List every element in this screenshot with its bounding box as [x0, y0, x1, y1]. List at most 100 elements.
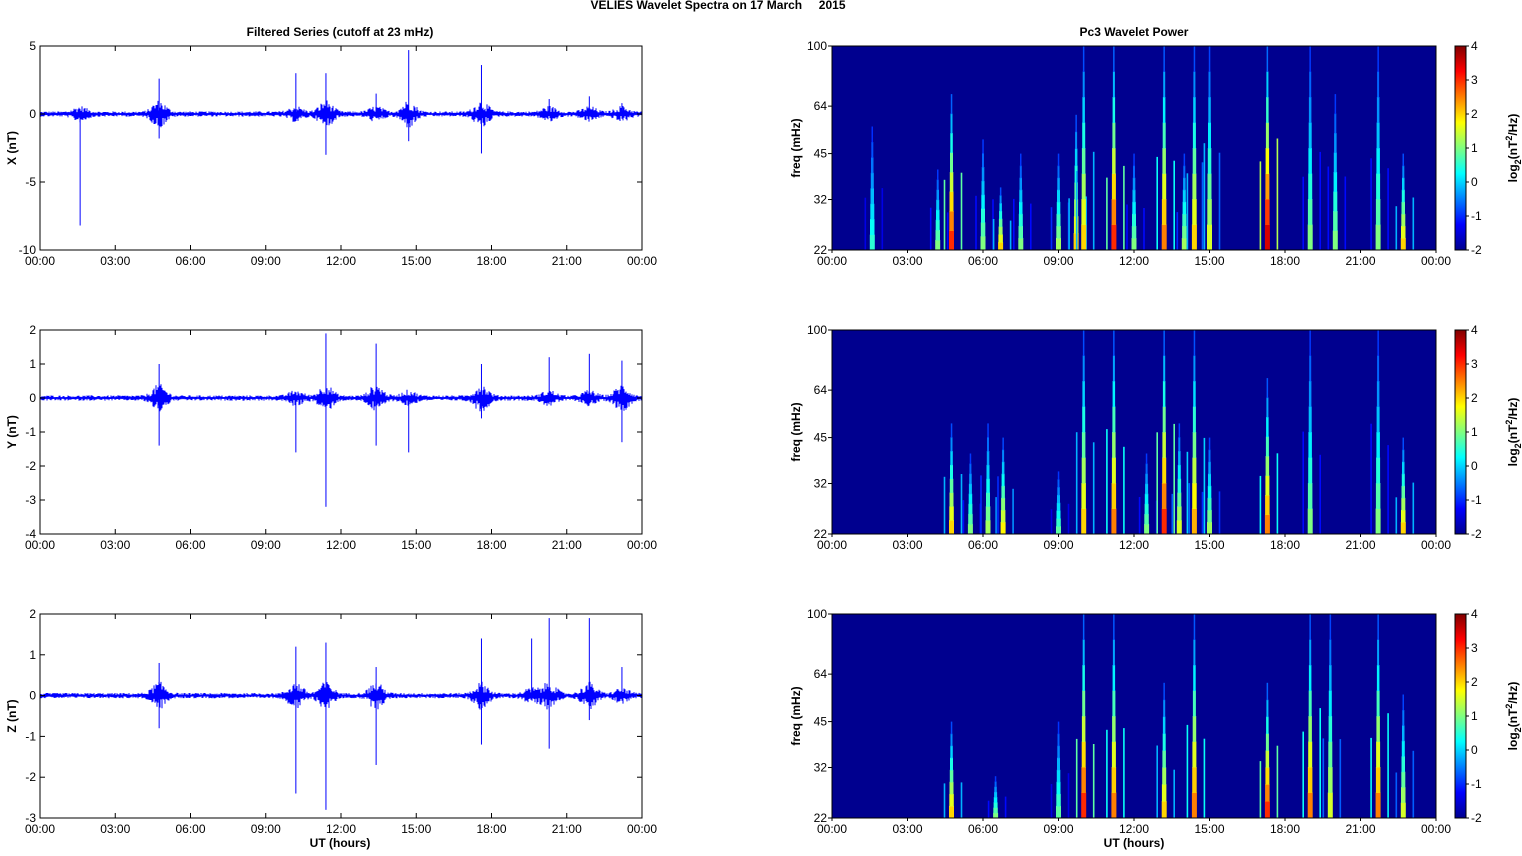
heatmap-events — [943, 330, 1415, 535]
power-burst-13 — [1264, 514, 1270, 535]
power-burst-4 — [1002, 449, 1005, 463]
power-flank-14 — [1186, 173, 1189, 250]
power-burst-18 — [1334, 94, 1337, 115]
power-burst-12 — [1163, 46, 1165, 72]
power-burst-5 — [1056, 526, 1061, 535]
power-burst-18 — [1334, 113, 1337, 134]
power-burst-15 — [1375, 508, 1381, 535]
power-burst-12 — [1402, 694, 1404, 711]
x-tick-label: 15:00 — [401, 254, 431, 268]
power-burst-9 — [1162, 432, 1166, 458]
power-burst-4 — [1001, 461, 1005, 475]
power-burst-2 — [994, 786, 997, 793]
power-burst-10 — [1329, 665, 1332, 691]
power-flank-8 — [1259, 761, 1262, 818]
power-burst-2 — [969, 463, 972, 475]
power-burst-1 — [950, 437, 953, 452]
colorbar-tick-label: 1 — [1471, 709, 1478, 723]
power-burst-16 — [1401, 473, 1405, 487]
colorbar-tick-label: 1 — [1471, 141, 1478, 155]
power-burst-6 — [1019, 165, 1022, 179]
power-burst-20 — [1401, 189, 1405, 203]
x-tick-label: 00:00 — [627, 254, 657, 268]
colorbar-tick-label: 3 — [1471, 73, 1478, 87]
x-tick-label: 06:00 — [968, 822, 998, 836]
power-burst-6 — [1020, 153, 1022, 167]
power-flank-2 — [929, 207, 932, 250]
power-burst-2 — [969, 453, 972, 465]
colorbar: 4 3 2 1 0 -1 -2 log2(nT2/Hz) — [1454, 39, 1522, 257]
x-tick-label: 06:00 — [968, 538, 998, 552]
power-burst-6 — [1161, 784, 1167, 802]
power-burst-18 — [1333, 152, 1337, 173]
power-burst-17 — [1308, 148, 1312, 174]
y-tick-label: -1 — [25, 729, 36, 743]
power-flank-5 — [1050, 509, 1053, 534]
colorbar-label: log2(nT2/Hz) — [1504, 682, 1522, 751]
power-flank-10 — [1188, 483, 1191, 534]
power-burst-2 — [993, 807, 998, 814]
x-tick-label: 00:00 — [817, 254, 847, 268]
power-burst-11 — [1131, 237, 1137, 251]
y-tick-label: 1 — [29, 357, 36, 371]
power-burst-5 — [1057, 494, 1060, 504]
power-burst-4 — [1001, 473, 1005, 487]
power-burst-9 — [1307, 792, 1313, 819]
y-tick-label: 45 — [814, 715, 828, 729]
x-tick-label: 09:00 — [251, 822, 281, 836]
power-burst-7 — [1113, 330, 1115, 356]
power-burst-7 — [1056, 237, 1061, 251]
x-tick-label: 09:00 — [1043, 254, 1073, 268]
power-burst-19 — [1376, 173, 1381, 200]
power-burst-2 — [968, 503, 973, 515]
power-burst-12 — [1400, 802, 1406, 819]
power-burst-9 — [1308, 716, 1312, 742]
x-tick-label: 09:00 — [251, 538, 281, 552]
power-burst-2 — [969, 473, 972, 485]
power-burst-5 — [1057, 471, 1060, 480]
power-burst-13 — [1266, 378, 1269, 399]
power-burst-9 — [1081, 224, 1087, 251]
power-flank-5 — [1106, 729, 1108, 818]
colorbar-tick-label: 4 — [1471, 607, 1478, 621]
x-tick-label: 12:00 — [1119, 538, 1149, 552]
power-burst-4 — [1081, 767, 1086, 793]
power-flank-14 — [1302, 431, 1304, 534]
power-flank-20 — [1395, 206, 1398, 250]
power-flank-7 — [1106, 429, 1108, 534]
y-tick-label: 64 — [814, 383, 828, 397]
power-burst-6 — [1163, 682, 1165, 701]
power-burst-11 — [1375, 792, 1381, 819]
power-burst-6 — [1081, 483, 1086, 509]
power-burst-20 — [1401, 213, 1406, 227]
power-burst-9 — [1309, 614, 1311, 640]
power-burst-14 — [1308, 381, 1312, 407]
power-burst-8 — [1266, 716, 1269, 734]
power-burst-4 — [1082, 639, 1085, 666]
colorbar-tick-label: 0 — [1471, 459, 1478, 473]
power-burst-16 — [1401, 485, 1405, 499]
power-flank-7 — [1203, 738, 1206, 818]
power-burst-8 — [1144, 503, 1149, 515]
power-burst-14 — [1191, 224, 1197, 251]
power-flank-11 — [1186, 451, 1189, 534]
left-xlabel: UT (hours) — [310, 836, 371, 850]
power-burst-3 — [985, 506, 991, 521]
power-flank-4 — [975, 195, 977, 250]
power-flank-8 — [1085, 196, 1087, 250]
power-flank-15 — [1218, 152, 1221, 250]
power-flank-10 — [1322, 738, 1325, 818]
y-tick-label: 22 — [814, 243, 828, 257]
x-tick-label: 06:00 — [175, 822, 205, 836]
power-flank-10 — [1123, 165, 1125, 250]
power-burst-11 — [1193, 381, 1196, 407]
power-burst-12 — [1207, 521, 1212, 535]
power-burst-3 — [986, 464, 990, 480]
power-burst-13 — [1183, 153, 1186, 167]
power-burst-9 — [1308, 741, 1313, 768]
power-flank-6 — [1075, 432, 1078, 534]
power-flank-11 — [1387, 713, 1389, 818]
